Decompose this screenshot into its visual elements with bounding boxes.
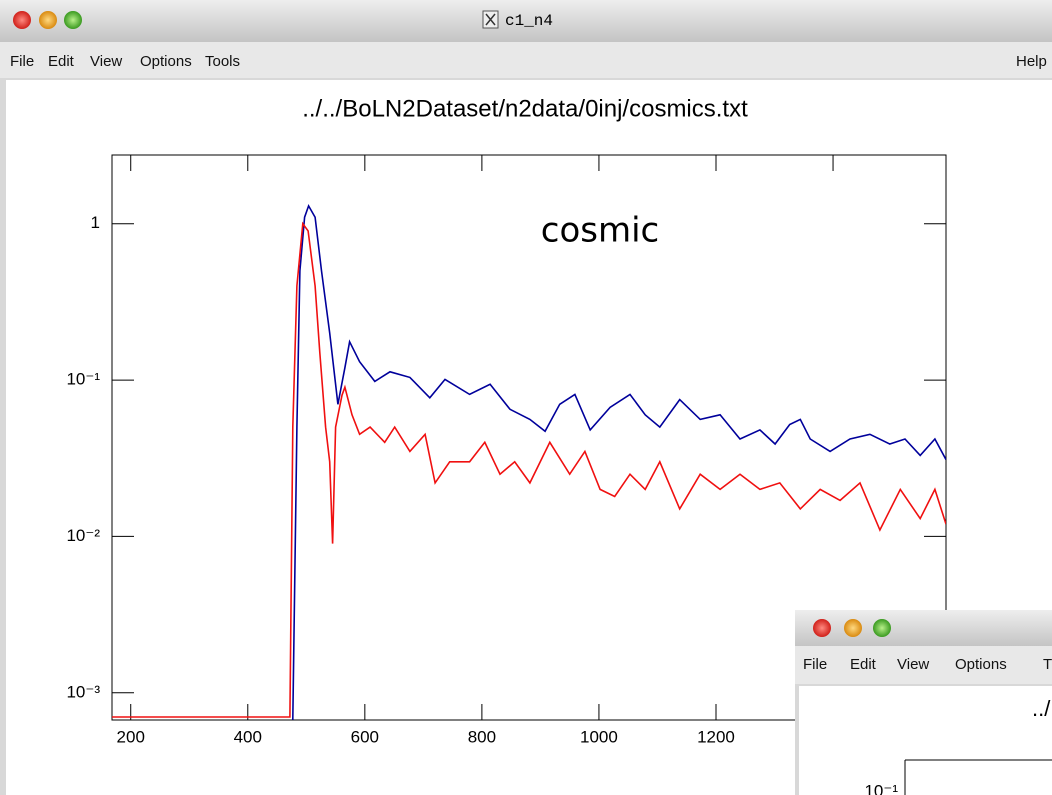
x-tick-label: 800 bbox=[468, 727, 496, 746]
x-tick-label: 400 bbox=[234, 727, 262, 746]
x-tick-label: 600 bbox=[351, 727, 379, 746]
screen: c1_n4 File Edit View Options Tools Help ../.… bbox=[0, 0, 1052, 795]
x-tick-label: 1000 bbox=[580, 727, 618, 746]
chart-title: ../../BoLN2Dataset/n2data/0inj/cosmics.t… bbox=[302, 95, 748, 122]
inset-y-tick-label: 10⁻¹ bbox=[864, 781, 898, 795]
menu-help[interactable]: Help bbox=[1016, 53, 1047, 70]
x-tick-label: 1200 bbox=[697, 727, 735, 746]
y-tick-label: 10⁻² bbox=[66, 526, 100, 545]
close-button[interactable] bbox=[13, 11, 31, 29]
inset-canvas bbox=[799, 686, 1052, 795]
zoom-button[interactable] bbox=[64, 11, 82, 29]
minimize-button[interactable] bbox=[39, 11, 57, 29]
inset-chart-title: ../. bbox=[1032, 696, 1052, 721]
y-tick-label: 10⁻³ bbox=[66, 682, 100, 701]
inset-title-bar bbox=[795, 610, 1052, 646]
annotation: cosmic bbox=[541, 211, 659, 251]
inset-window: File Edit View Options T ../. 10⁻¹ bbox=[795, 610, 1052, 795]
menu-item[interactable]: Tools bbox=[205, 53, 240, 70]
inset-zoom-button[interactable] bbox=[873, 619, 891, 637]
menu-item[interactable]: Edit bbox=[850, 656, 877, 673]
inset-minimize-button[interactable] bbox=[844, 619, 862, 637]
window-title: c1_n4 bbox=[505, 12, 553, 30]
inset-close-button[interactable] bbox=[813, 619, 831, 637]
y-tick-label: 1 bbox=[91, 213, 100, 232]
menu-item[interactable]: File bbox=[803, 656, 827, 673]
menu-item[interactable]: Options bbox=[140, 53, 192, 70]
menu-item[interactable]: View bbox=[897, 656, 929, 673]
menu-item[interactable]: File bbox=[10, 53, 34, 70]
x-tick-label: 200 bbox=[117, 727, 145, 746]
y-tick-label: 10⁻¹ bbox=[66, 370, 100, 389]
menu-item[interactable]: Options bbox=[955, 656, 1007, 673]
menu-item[interactable]: T bbox=[1043, 656, 1052, 673]
menu-item[interactable]: View bbox=[90, 53, 122, 70]
page: c1_n4 File Edit View Options Tools Help ../.… bbox=[0, 0, 1052, 795]
menu-item[interactable]: Edit bbox=[48, 53, 75, 70]
